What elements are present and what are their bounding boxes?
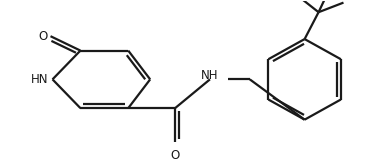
Text: O: O bbox=[171, 149, 180, 162]
Text: HN: HN bbox=[31, 73, 49, 86]
Text: O: O bbox=[38, 30, 47, 43]
Text: NH: NH bbox=[201, 69, 219, 82]
